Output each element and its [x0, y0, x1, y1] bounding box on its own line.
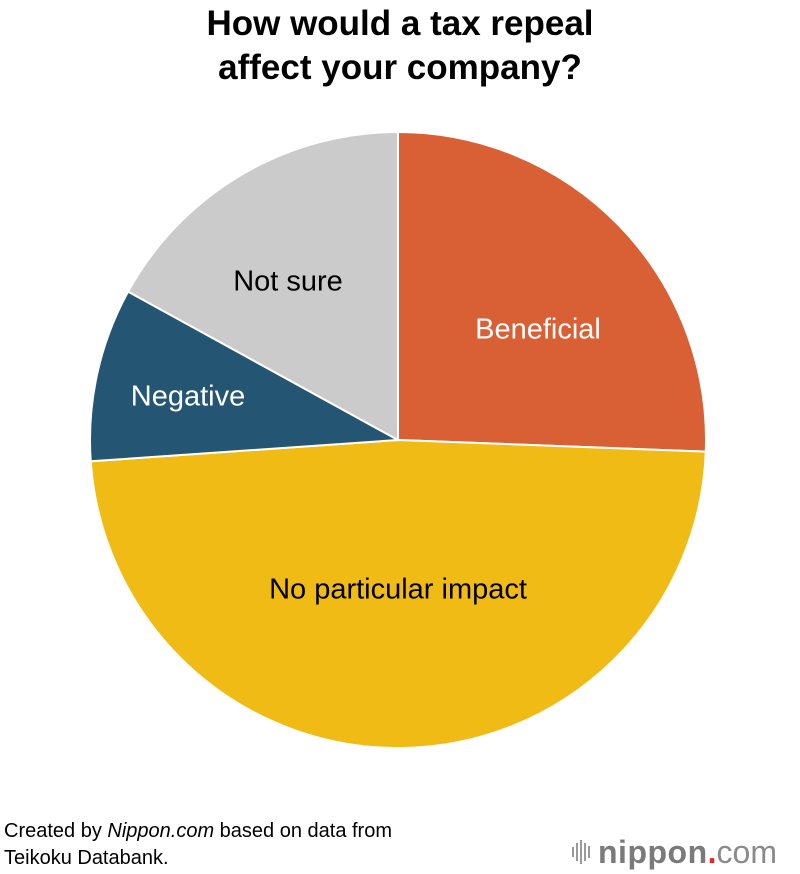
chart-title-line-2: affect your company?	[218, 48, 582, 87]
source-prefix: Created by	[4, 820, 108, 842]
slice-no-particular-impact	[89, 438, 707, 749]
label-beneficial: Beneficial	[475, 313, 601, 346]
logo-tld: com	[716, 833, 777, 870]
soundwave-icon	[572, 840, 590, 864]
slice-beneficial	[397, 130, 707, 453]
chart-title-line-1: How would a tax repeal	[206, 4, 594, 43]
source-line-2: Teikoku Databank.	[4, 847, 169, 869]
slice-not-sure	[126, 130, 399, 442]
nippon-logo: nippon. com	[572, 833, 777, 870]
chart-title: How would a tax repeal affect your compa…	[0, 2, 800, 90]
logo-word: nippon	[598, 833, 708, 870]
label-negative: Negative	[130, 380, 246, 413]
label-not-sure: Not sure	[233, 265, 343, 298]
source-name: Nippon.com	[107, 820, 215, 842]
source-note: Created by Nippon.com based on data from…	[4, 818, 392, 872]
source-suffix: based on data from	[214, 820, 392, 842]
slice-negative	[89, 290, 402, 463]
label-no-particular-impact: No particular impact	[269, 573, 527, 606]
logo-dot: .	[707, 833, 717, 870]
